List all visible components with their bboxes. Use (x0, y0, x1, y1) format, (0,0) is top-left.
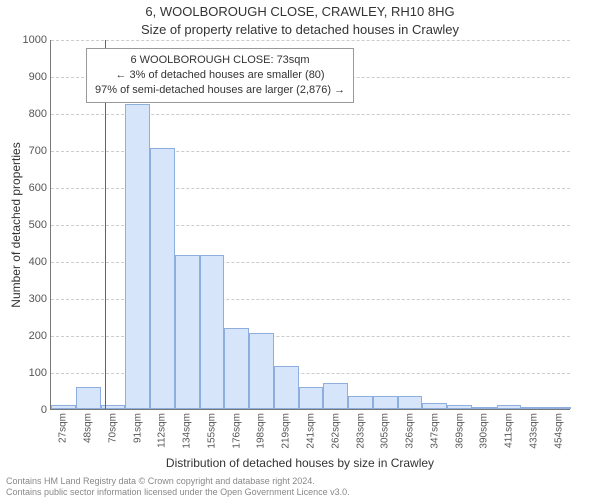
histogram-bar (224, 328, 249, 409)
chart-container: 6, WOOLBOROUGH CLOSE, CRAWLEY, RH10 8HG … (0, 0, 600, 500)
x-tick-label: 176sqm (231, 413, 242, 449)
histogram-bar (51, 405, 76, 409)
chart-annotation-box: 6 WOOLBOROUGH CLOSE: 73sqm ← 3% of detac… (86, 48, 354, 103)
histogram-bar (422, 403, 447, 409)
histogram-bar (348, 396, 373, 409)
histogram-bar (323, 383, 348, 409)
histogram-bar (299, 387, 324, 409)
x-tick-label: 326sqm (405, 413, 416, 449)
y-tick-label: 300 (29, 293, 47, 305)
x-tick-label: 70sqm (107, 413, 118, 443)
x-tick-label: 305sqm (380, 413, 391, 449)
annotation-line1: 6 WOOLBOROUGH CLOSE: 73sqm (95, 53, 345, 68)
x-tick-label: 241sqm (306, 413, 317, 449)
x-tick-label: 134sqm (182, 413, 193, 449)
x-tick-label: 27sqm (58, 413, 69, 443)
histogram-bar (101, 405, 126, 409)
histogram-bar (125, 104, 150, 409)
x-tick-label: 155sqm (206, 413, 217, 449)
histogram-bar (472, 407, 497, 409)
y-tick-label: 700 (29, 145, 47, 157)
y-gridline (51, 40, 570, 41)
histogram-bar (76, 387, 101, 409)
x-tick-label: 411sqm (504, 413, 515, 448)
histogram-bar (373, 396, 398, 409)
annotation-line3: 97% of semi-detached houses are larger (… (95, 83, 345, 98)
x-tick-label: 198sqm (256, 413, 267, 449)
histogram-bar (497, 405, 522, 409)
histogram-bar (447, 405, 472, 409)
y-tick-label: 400 (29, 256, 47, 268)
histogram-bar (200, 255, 225, 409)
y-tick-label: 1000 (23, 34, 47, 46)
footer-line2: Contains public sector information licen… (6, 487, 594, 498)
histogram-bar (249, 333, 274, 409)
x-tick-label: 219sqm (281, 413, 292, 449)
y-tick-label: 600 (29, 182, 47, 194)
x-tick-label: 283sqm (355, 413, 366, 449)
x-tick-label: 369sqm (454, 413, 465, 449)
y-tick-label: 0 (41, 404, 47, 416)
x-tick-label: 433sqm (528, 413, 539, 449)
histogram-bar (274, 366, 299, 409)
histogram-bar (150, 148, 175, 409)
footer-line1: Contains HM Land Registry data © Crown c… (6, 476, 594, 487)
x-tick-label: 112sqm (157, 413, 168, 448)
histogram-bar (546, 407, 571, 409)
x-tick-label: 390sqm (479, 413, 490, 449)
histogram-bar (521, 407, 546, 409)
histogram-bar (398, 396, 423, 409)
page-title-line2: Size of property relative to detached ho… (0, 22, 600, 37)
y-axis-label: Number of detached properties (9, 40, 23, 410)
y-tick-label: 200 (29, 330, 47, 342)
y-tick-label: 500 (29, 219, 47, 231)
x-tick-label: 91sqm (132, 413, 143, 443)
x-tick-label: 262sqm (330, 413, 341, 449)
page-title-line1: 6, WOOLBOROUGH CLOSE, CRAWLEY, RH10 8HG (0, 4, 600, 19)
footer-attribution: Contains HM Land Registry data © Crown c… (6, 476, 594, 498)
chart-plot-area: 0100200300400500600700800900100027sqm48s… (50, 40, 570, 410)
y-tick-label: 100 (29, 367, 47, 379)
annotation-line2: ← 3% of detached houses are smaller (80) (95, 68, 345, 83)
x-axis-label: Distribution of detached houses by size … (0, 456, 600, 470)
y-tick-label: 800 (29, 108, 47, 120)
x-tick-label: 48sqm (83, 413, 94, 443)
x-tick-label: 454sqm (553, 413, 564, 449)
y-tick-label: 900 (29, 71, 47, 83)
histogram-bar (175, 255, 200, 409)
x-tick-label: 347sqm (429, 413, 440, 449)
